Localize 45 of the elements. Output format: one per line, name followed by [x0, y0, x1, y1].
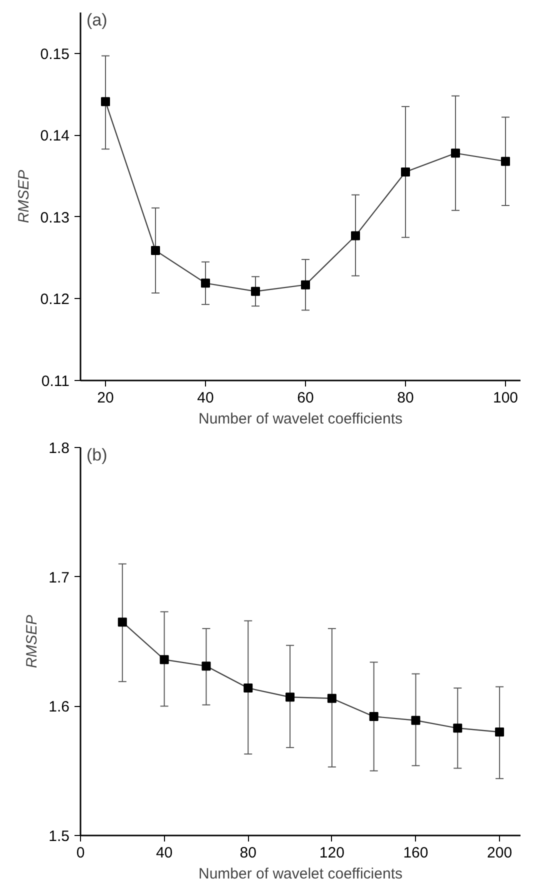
x-tick-label: 80: [397, 390, 414, 406]
x-axis-title: Number of wavelet coefficients: [198, 866, 403, 882]
point: [251, 286, 260, 296]
y-tick-label: 0.15: [40, 46, 70, 63]
point: [327, 694, 336, 703]
point: [351, 231, 360, 240]
x-tick-label: 80: [240, 844, 256, 862]
x-tick-label: 0: [76, 844, 85, 862]
point: [411, 716, 420, 725]
annotation: (a): [86, 10, 108, 30]
point: [202, 662, 211, 671]
point: [101, 97, 110, 106]
point: [495, 728, 504, 737]
x-tick-label: 20: [97, 390, 114, 406]
y-tick-label: 0.12: [40, 291, 70, 308]
x-tick-label: 40: [197, 390, 214, 406]
x-axis-title: Number of wavelet coefficients: [198, 410, 403, 428]
y-tick-label: 1.5: [48, 828, 70, 845]
y-tick-label: 1.6: [48, 698, 70, 716]
point: [501, 156, 510, 166]
y-axis-title: RMSEP: [15, 170, 32, 224]
y-tick-label: 1.7: [48, 569, 70, 586]
point: [151, 246, 160, 255]
y-axis-title: RMSEP: [24, 614, 41, 668]
x-tick-label: 100: [492, 390, 518, 406]
y-tick-label: 0.14: [40, 128, 70, 145]
point: [453, 724, 462, 733]
point: [301, 280, 310, 290]
x-tick-label: 200: [487, 844, 512, 862]
y-tick-label: 0.11: [41, 373, 70, 390]
point: [201, 278, 210, 288]
point: [244, 684, 253, 693]
x-tick-label: 40: [156, 844, 173, 862]
y-tick-label: 1.8: [48, 440, 70, 457]
point: [369, 712, 378, 722]
y-tick-label: 0.13: [40, 209, 70, 226]
point: [451, 148, 460, 158]
annotation: (b): [86, 446, 108, 464]
x-tick-label: 60: [297, 390, 314, 406]
point: [160, 655, 169, 664]
point: [286, 692, 295, 702]
x-tick-label: 160: [403, 844, 428, 862]
point: [401, 167, 410, 176]
point: [118, 618, 127, 627]
x-tick-label: 120: [319, 844, 344, 862]
